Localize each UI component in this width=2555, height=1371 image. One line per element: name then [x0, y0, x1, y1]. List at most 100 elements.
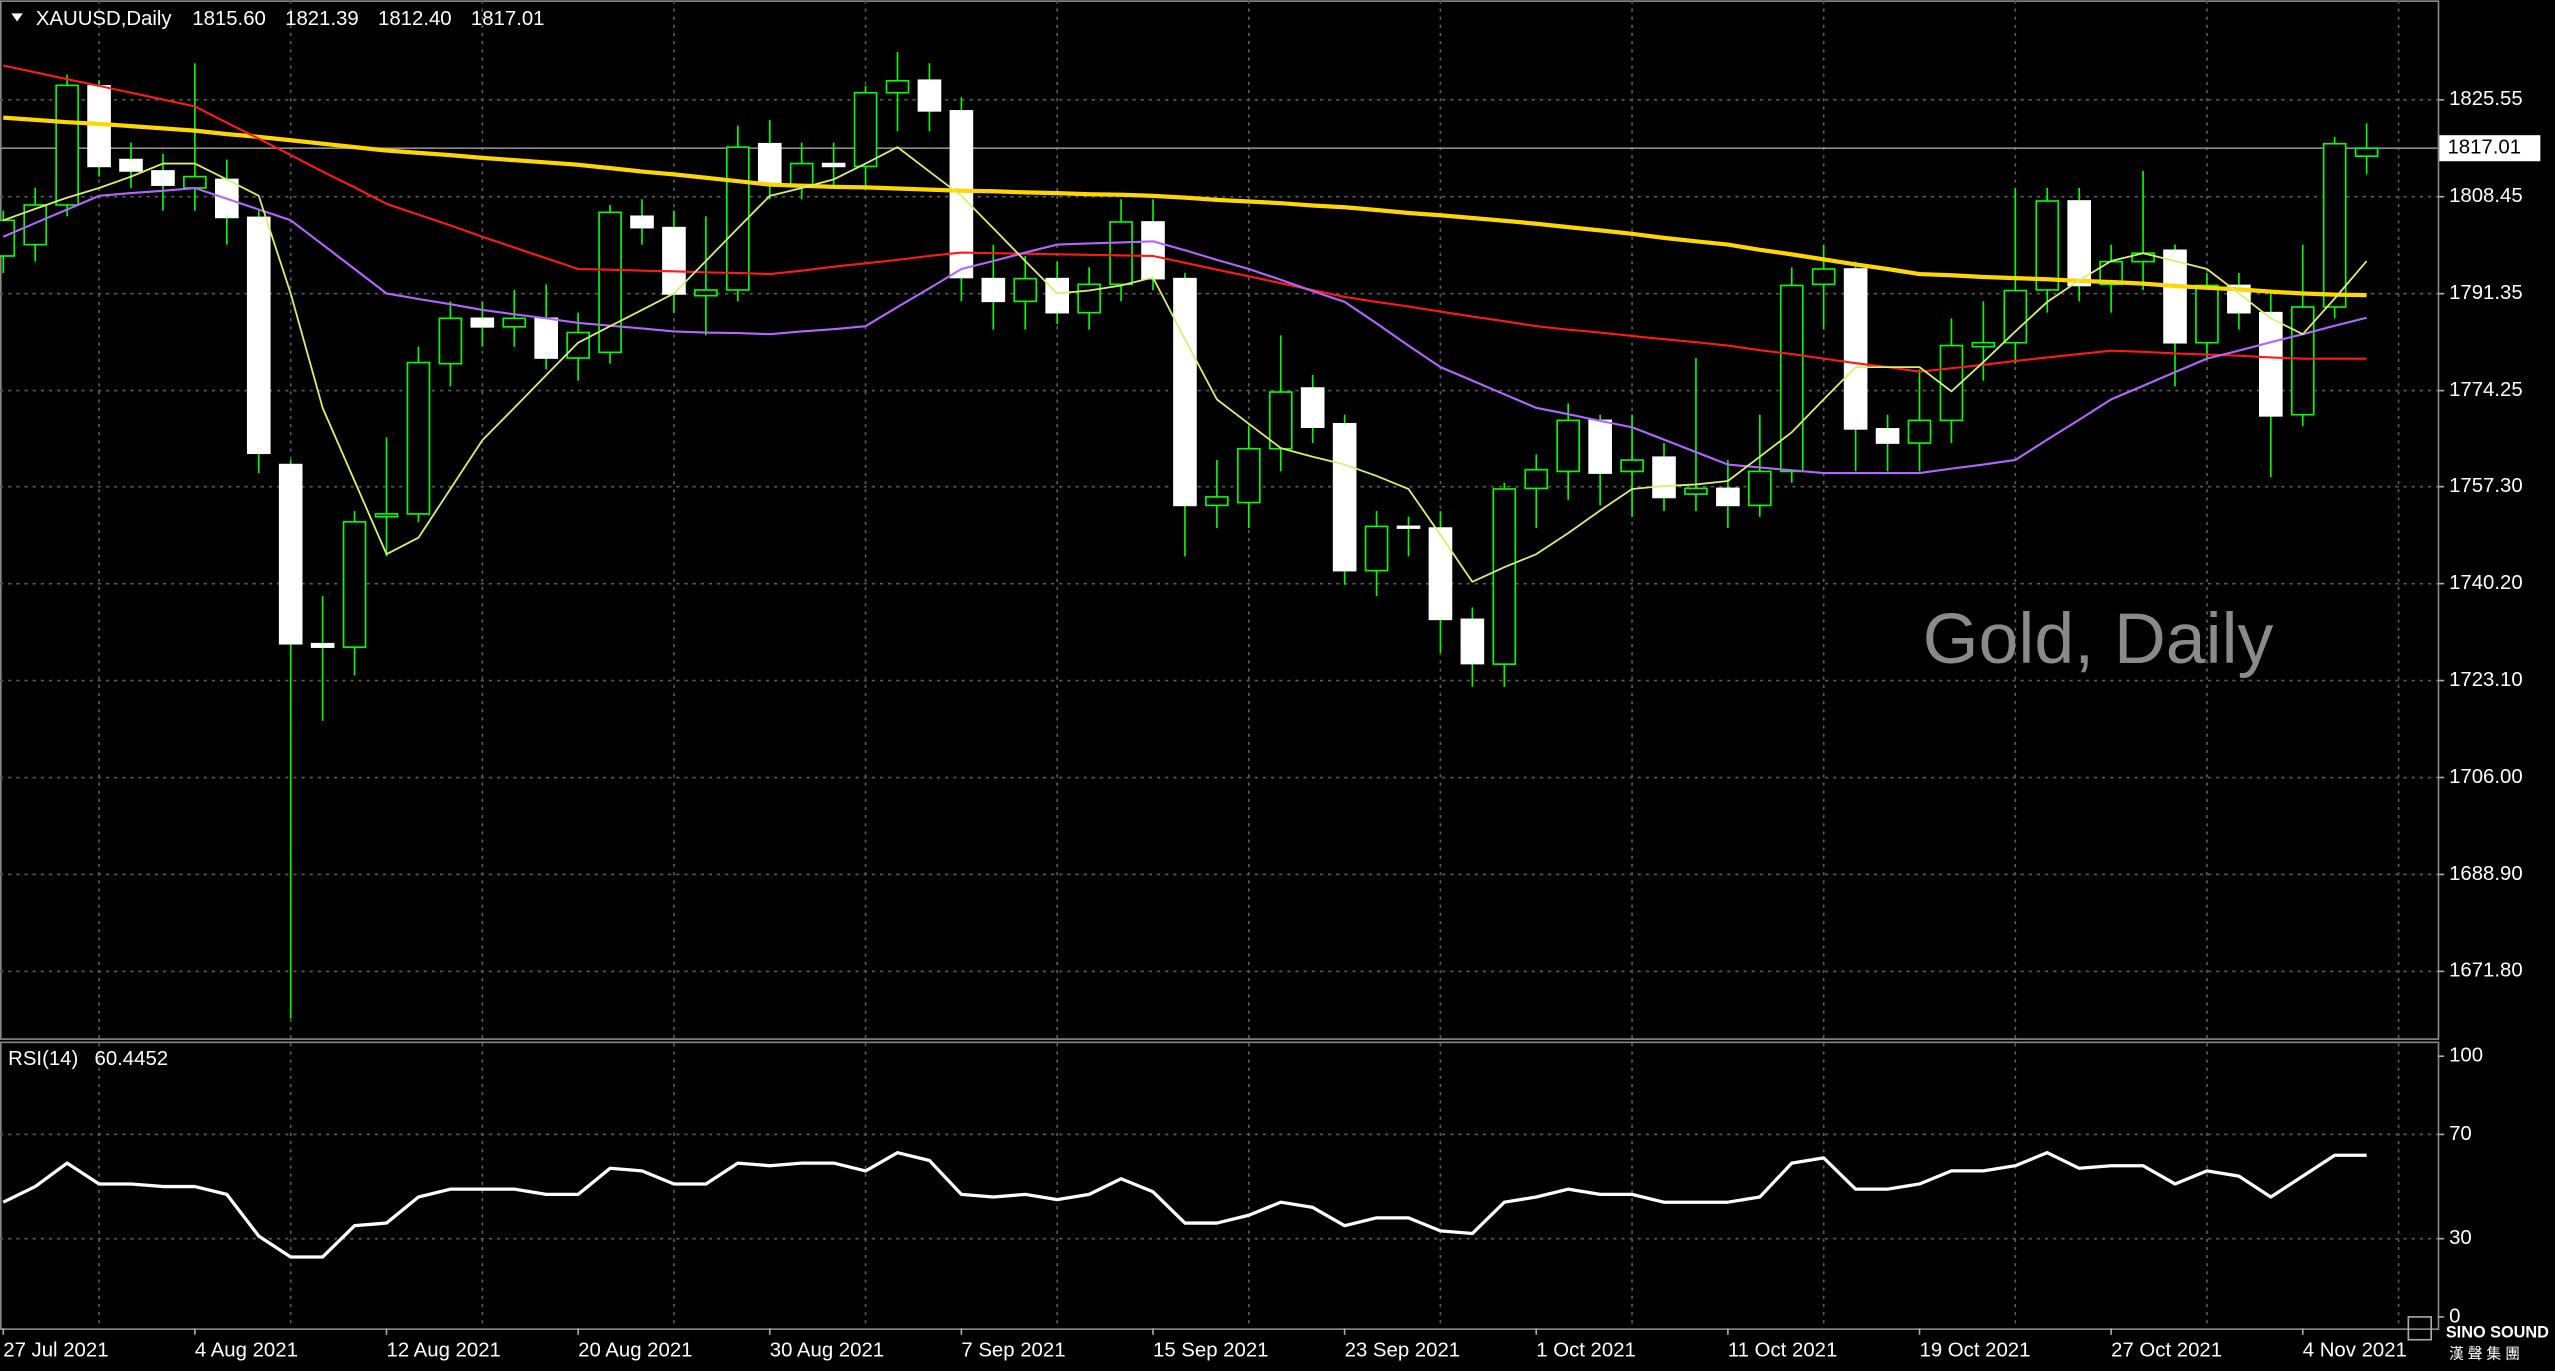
- y-tick-label: 1723.10: [2449, 669, 2523, 691]
- candle-body: [1045, 277, 1070, 314]
- candle-body: [1237, 447, 1261, 504]
- x-tick-label: 30 Aug 2021: [770, 1340, 884, 1362]
- candle-body: [821, 162, 846, 168]
- candle-body: [949, 110, 974, 279]
- x-tick-label: 20 Aug 2021: [578, 1340, 692, 1362]
- candle-body: [1109, 221, 1133, 286]
- x-tick-label: 1 Oct 2021: [1536, 1340, 1636, 1362]
- y-tick-label: 1774.25: [2449, 379, 2523, 401]
- candle-body: [1428, 527, 1453, 621]
- candle-body: [534, 317, 559, 359]
- rsi-panel-frame: [0, 1041, 2440, 1330]
- candle-body: [1364, 525, 1389, 572]
- header-ohlc: 1817.01: [471, 8, 545, 30]
- candle-body: [55, 84, 79, 206]
- candle-body: [1843, 268, 1868, 430]
- logo-subtext: 漢 聲 集 團: [2449, 1345, 2520, 1362]
- y-tick-label: 1671.80: [2449, 960, 2523, 982]
- candle-body: [1748, 470, 1772, 507]
- candle-body: [1205, 496, 1229, 507]
- y-tick-label: 1706.00: [2449, 766, 2523, 788]
- candle-body: [342, 521, 367, 648]
- candle-body: [917, 79, 942, 112]
- rsi-tick-label: 100: [2449, 1045, 2483, 1067]
- x-tick-label: 19 Oct 2021: [1920, 1340, 2031, 1362]
- candle-body: [1652, 456, 1676, 499]
- candle-body: [2322, 142, 2347, 308]
- ma-line: [3, 64, 2367, 373]
- grid-layer: [0, 0, 2438, 1329]
- candle-body: [1588, 419, 1612, 474]
- candle-body: [1811, 268, 1836, 286]
- x-tick-label: 7 Sep 2021: [961, 1340, 1065, 1362]
- candle-body: [630, 215, 654, 229]
- candle-body: [598, 211, 622, 354]
- price-box: [2439, 135, 2541, 162]
- candle-body: [438, 317, 463, 365]
- candle-body: [1939, 344, 1964, 422]
- candle-body: [183, 175, 207, 189]
- x-tick-label: 15 Sep 2021: [1153, 1340, 1268, 1362]
- candle-body: [1779, 284, 1804, 473]
- candle-body: [119, 158, 143, 172]
- candle-body: [566, 331, 590, 359]
- y-tick-label: 1757.30: [2449, 475, 2523, 497]
- candle-body: [2259, 311, 2283, 417]
- x-tick-label: 4 Nov 2021: [2303, 1340, 2407, 1362]
- candle-body: [885, 79, 910, 94]
- candle-body: [278, 463, 303, 645]
- rsi-tick-label: 70: [2449, 1123, 2472, 1145]
- candle-body: [726, 146, 750, 291]
- logo-icon: [2407, 1316, 2432, 1341]
- rsi-tick-label: 30: [2449, 1227, 2472, 1249]
- y-tick-label: 1688.90: [2449, 863, 2523, 885]
- candle-body: [2163, 249, 2187, 344]
- y-tick-label: 1740.20: [2449, 572, 2523, 594]
- y-tick-label: 1825.55: [2449, 88, 2523, 110]
- candle-body: [981, 277, 1006, 303]
- candle-body: [2227, 284, 2251, 314]
- x-tick-label: 27 Jul 2021: [3, 1340, 108, 1362]
- candle-body: [1620, 459, 1644, 473]
- candle-body: [757, 142, 782, 186]
- candle-body: [2354, 147, 2379, 158]
- plot-layer: [0, 51, 2438, 1259]
- candle-body: [1716, 487, 1740, 507]
- watermark: Gold, Daily: [1923, 599, 2274, 679]
- y-tick-label: 1808.45: [2449, 185, 2523, 207]
- candle-body: [2290, 306, 2315, 416]
- symbol-label: XAUUSD,Daily: [36, 8, 173, 30]
- candle-body: [1971, 341, 1996, 348]
- candle-body: [1524, 468, 1549, 490]
- candle-body: [789, 162, 814, 186]
- candle-body: [1492, 488, 1517, 665]
- ma-line: [2, 146, 2368, 583]
- candle-body: [0, 219, 16, 257]
- candle-body: [1332, 422, 1357, 572]
- candle-body: [1556, 419, 1581, 473]
- logo-text: SINO SOUND: [2446, 1324, 2549, 1342]
- candle-body: [23, 204, 48, 246]
- candle-body: [1907, 419, 1932, 444]
- candle-body: [1875, 428, 1900, 444]
- candle-body: [310, 642, 335, 648]
- rsi-tick-label: 0: [2449, 1305, 2460, 1327]
- candle-body: [853, 91, 878, 168]
- ma-line: [3, 115, 2367, 298]
- y-tick-label: 1791.35: [2449, 282, 2523, 304]
- candle-body: [1268, 391, 1293, 450]
- candle-body: [2003, 289, 2028, 344]
- header-ohlc: 1812.40: [378, 8, 452, 30]
- candle-body: [374, 513, 399, 518]
- candle-body: [1300, 387, 1325, 428]
- header-ohlc: 1815.60: [192, 8, 266, 30]
- candle-body: [1013, 277, 1038, 303]
- x-tick-label: 12 Aug 2021: [387, 1340, 501, 1362]
- candle-body: [1396, 525, 1421, 529]
- price-panel-frame: [0, 0, 2440, 1040]
- candle-body: [2035, 200, 2060, 291]
- candle-body: [2067, 200, 2092, 287]
- candle-body: [2195, 284, 2219, 344]
